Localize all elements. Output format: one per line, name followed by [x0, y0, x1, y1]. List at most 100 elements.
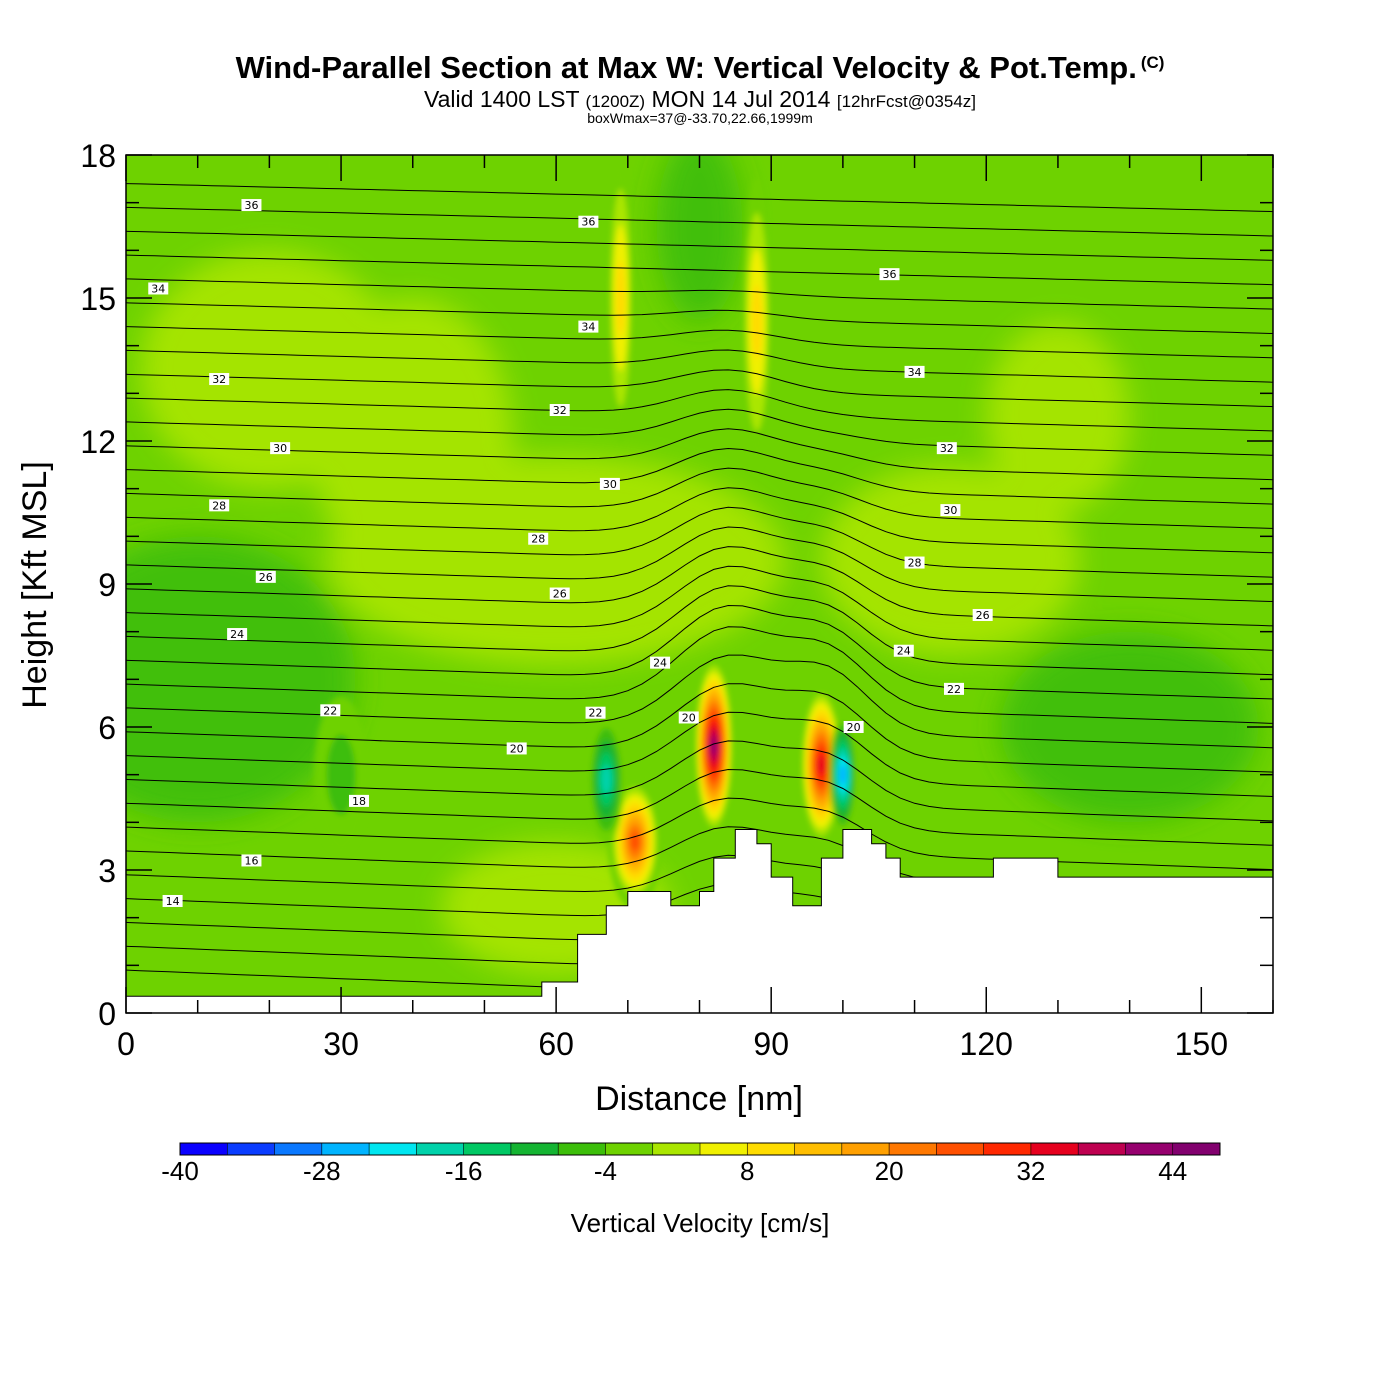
x-axis-label: Distance [nm]	[595, 1080, 803, 1118]
theta-label: 36	[241, 199, 262, 212]
colorbar-tick-label: 44	[1158, 1156, 1187, 1186]
velocity-contour-band	[839, 764, 847, 785]
theta-label-bg	[348, 794, 369, 807]
theta-label: 30	[270, 442, 291, 455]
colorbar-swatch	[1030, 1143, 1079, 1155]
theta-label-bg	[904, 556, 925, 569]
colorbar-swatch	[794, 1143, 843, 1155]
theta-label-bg	[241, 199, 262, 212]
box-wmax-info: boxWmax=37@-33.70,22.66,1999m	[587, 110, 813, 126]
x-tick-label: 60	[538, 1026, 574, 1062]
theta-label: 24	[893, 644, 914, 658]
isentrope-line	[126, 506, 1273, 578]
theta-label-bg	[320, 704, 341, 717]
field-patch	[821, 464, 1080, 656]
theta-label-bg	[578, 215, 599, 228]
colorbar-tick-label: 32	[1016, 1156, 1045, 1186]
theta-label-text: 36	[882, 268, 896, 281]
theta-label-text: 32	[553, 404, 567, 417]
velocity-cell	[829, 715, 857, 834]
isentrope-line	[126, 428, 1273, 481]
theta-label: 18	[348, 794, 369, 808]
isentrope-line	[126, 546, 1273, 627]
field-patch	[1000, 631, 1259, 823]
colorbar-swatch	[652, 1143, 701, 1155]
theta-label: 22	[585, 706, 606, 720]
theta-label-text: 26	[976, 609, 990, 622]
theta-label: 26	[255, 570, 276, 584]
theta-label-bg	[879, 268, 900, 281]
colorbar-swatch	[700, 1143, 748, 1155]
colorbar-swatch	[369, 1143, 417, 1155]
theta-label-text: 34	[581, 321, 595, 334]
theta-label-text: 22	[323, 704, 337, 717]
theta-label-bg	[893, 644, 914, 657]
colorbar: -40 -28 -16 -4 8 20 32 44	[161, 1142, 1221, 1186]
isentrope-line	[126, 278, 1273, 310]
isentrope-line	[126, 797, 1273, 871]
theta-label-text: 24	[230, 628, 244, 641]
isentrope-line	[126, 740, 1273, 822]
theta-label-bg	[904, 365, 925, 378]
colorbar-swatch	[936, 1143, 985, 1155]
field-patch	[986, 321, 1130, 513]
theta-label-text: 18	[352, 795, 366, 808]
theta-label-bg	[241, 854, 262, 867]
theta-label-text: 26	[553, 588, 567, 601]
colorbar-tick-label: -40	[161, 1156, 199, 1186]
theta-label-text: 28	[531, 533, 545, 546]
theta-label: 22	[943, 682, 964, 696]
chart-subtitle: Valid 1400 LST (1200Z) MON 14 Jul 2014 […	[0, 86, 1400, 113]
colorbar-swatch	[983, 1143, 1032, 1155]
velocity-cells	[313, 155, 857, 911]
theta-label-bg	[599, 477, 620, 490]
theta-label: 14	[162, 894, 183, 908]
colorbar-swatch	[180, 1143, 228, 1155]
colorbar-swatch	[227, 1143, 276, 1155]
theta-label: 20	[506, 742, 527, 755]
theta-label-bg	[549, 404, 570, 417]
theta-label: 30	[599, 477, 620, 491]
isentrope-line	[126, 467, 1273, 529]
y-tick-label: 0	[98, 996, 116, 1032]
colorbar-swatch	[605, 1143, 654, 1155]
plot-area: 14 16 18 20 22 24 26 28 30 32 34 36 20 22 24 20 26 28 30 32…	[126, 155, 1273, 1013]
isentrope-line	[126, 768, 1273, 846]
velocity-contour-band	[630, 831, 640, 851]
theta-label-text: 24	[897, 645, 911, 658]
theta-label-text: 28	[908, 557, 922, 570]
theta-label: 22	[320, 704, 341, 717]
y-tick-label: 18	[80, 138, 116, 174]
theta-label-text: 34	[151, 282, 165, 295]
colorbar-tick-label: -28	[303, 1156, 341, 1186]
theta-label-text: 20	[510, 742, 524, 755]
isentrope-line	[126, 711, 1273, 797]
theta-label-text: 24	[653, 657, 667, 670]
isentrope-line	[126, 206, 1273, 237]
theta-label: 20	[843, 721, 864, 734]
theta-label: 32	[209, 373, 230, 386]
theta-label-text: 36	[244, 199, 258, 212]
theta-labels: 14 16 18 20 22 24 26 28 30 32 34 36 20 22 24 20 26 28 30 32…	[148, 199, 993, 908]
theta-label-text: 30	[603, 478, 617, 491]
copyright-mark: (C)	[1140, 53, 1165, 72]
velocity-cell	[694, 658, 734, 834]
isentrope-line	[126, 326, 1273, 359]
colorbar-swatch	[1125, 1143, 1174, 1155]
theta-label-text: 22	[947, 683, 961, 696]
theta-label-bg	[943, 682, 964, 695]
theta-label-bg	[506, 742, 527, 755]
colorbar-swatch	[558, 1143, 606, 1155]
theta-label-text: 36	[581, 216, 595, 229]
x-tick-label: 120	[960, 1026, 1013, 1062]
isentrope-line	[126, 585, 1273, 676]
theta-label-bg	[549, 587, 570, 600]
theta-label-bg	[255, 570, 276, 583]
x-tick-label: 150	[1175, 1026, 1228, 1062]
velocity-contour-band	[326, 734, 356, 815]
theta-label: 24	[227, 628, 248, 641]
velocity-cell	[607, 155, 634, 443]
colorbar-tick-label: -4	[594, 1156, 617, 1186]
